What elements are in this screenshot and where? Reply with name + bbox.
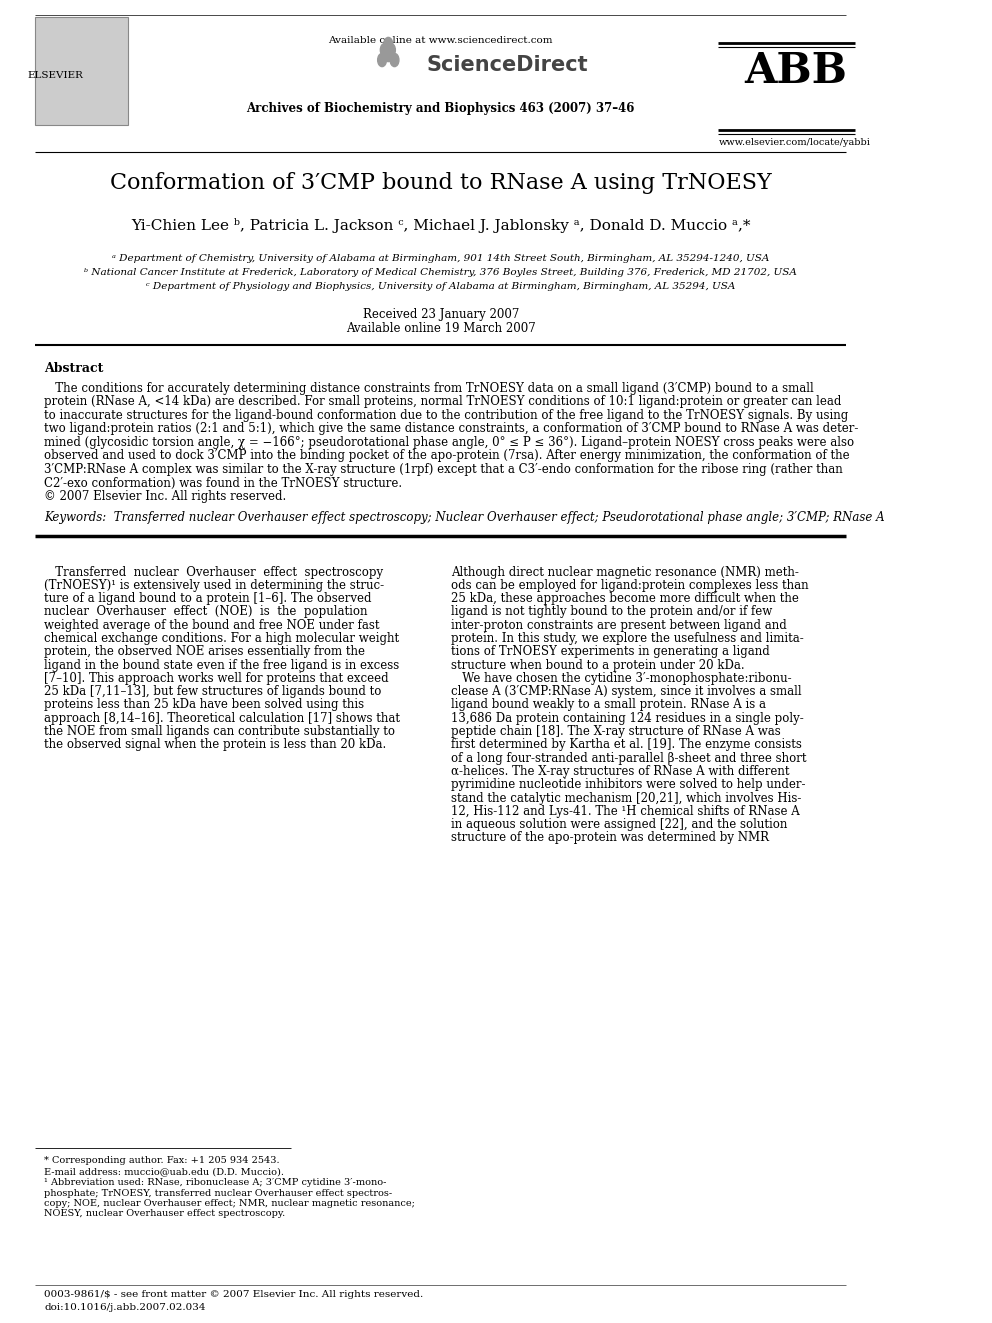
Text: Although direct nuclear magnetic resonance (NMR) meth-: Although direct nuclear magnetic resonan… [451, 565, 800, 578]
Text: ELSEVIER: ELSEVIER [27, 70, 83, 79]
Text: pyrimidine nucleotide inhibitors were solved to help under-: pyrimidine nucleotide inhibitors were so… [451, 778, 806, 791]
Circle shape [387, 44, 396, 57]
Text: 3′CMP:RNase A complex was similar to the X-ray structure (1rpf) except that a C3: 3′CMP:RNase A complex was similar to the… [45, 463, 843, 476]
FancyBboxPatch shape [36, 16, 128, 124]
Text: Archives of Biochemistry and Biophysics 463 (2007) 37–46: Archives of Biochemistry and Biophysics … [247, 102, 635, 115]
Text: doi:10.1016/j.abb.2007.02.034: doi:10.1016/j.abb.2007.02.034 [45, 1303, 206, 1312]
Text: E-mail address: muccio@uab.edu (D.D. Muccio).: E-mail address: muccio@uab.edu (D.D. Muc… [45, 1167, 285, 1176]
Text: ligand bound weakly to a small protein. RNase A is a: ligand bound weakly to a small protein. … [451, 699, 767, 712]
Text: protein, the observed NOE arises essentially from the: protein, the observed NOE arises essenti… [45, 646, 365, 659]
Text: nuclear  Overhauser  effect  (NOE)  is  the  population: nuclear Overhauser effect (NOE) is the p… [45, 606, 368, 618]
Text: Keywords:  Transferred nuclear Overhauser effect spectroscopy; Nuclear Overhause: Keywords: Transferred nuclear Overhauser… [45, 512, 885, 524]
Text: C2′-exo conformation) was found in the TrNOESY structure.: C2′-exo conformation) was found in the T… [45, 476, 403, 490]
Text: Available online at www.sciencedirect.com: Available online at www.sciencedirect.co… [328, 36, 553, 45]
Text: tions of TrNOESY experiments in generating a ligand: tions of TrNOESY experiments in generati… [451, 646, 770, 659]
Text: ᵇ National Cancer Institute at Frederick, Laboratory of Medical Chemistry, 376 B: ᵇ National Cancer Institute at Frederick… [84, 269, 798, 277]
Text: ABB: ABB [744, 50, 847, 93]
Text: ligand is not tightly bound to the protein and/or if few: ligand is not tightly bound to the prote… [451, 606, 773, 618]
Text: copy; NOE, nuclear Overhauser effect; NMR, nuclear magnetic resonance;: copy; NOE, nuclear Overhauser effect; NM… [45, 1199, 416, 1208]
Text: protein (RNase A, <14 kDa) are described. For small proteins, normal TrNOESY con: protein (RNase A, <14 kDa) are described… [45, 396, 842, 409]
Text: 12, His-112 and Lys-41. The ¹H chemical shifts of RNase A: 12, His-112 and Lys-41. The ¹H chemical … [451, 804, 801, 818]
Text: first determined by Kartha et al. [19]. The enzyme consists: first determined by Kartha et al. [19]. … [451, 738, 803, 751]
Text: * Corresponding author. Fax: +1 205 934 2543.: * Corresponding author. Fax: +1 205 934 … [45, 1156, 280, 1166]
Text: 25 kDa, these approaches become more difficult when the: 25 kDa, these approaches become more dif… [451, 593, 800, 605]
Text: α-helices. The X-ray structures of RNase A with different: α-helices. The X-ray structures of RNase… [451, 765, 790, 778]
Text: in aqueous solution were assigned [22], and the solution: in aqueous solution were assigned [22], … [451, 818, 788, 831]
Text: Available online 19 March 2007: Available online 19 March 2007 [346, 321, 536, 335]
Text: ᶜ Department of Physiology and Biophysics, University of Alabama at Birmingham, : ᶜ Department of Physiology and Biophysic… [146, 282, 735, 291]
Text: chemical exchange conditions. For a high molecular weight: chemical exchange conditions. For a high… [45, 632, 400, 646]
Text: Conformation of 3′CMP bound to RNase A using TrNOESY: Conformation of 3′CMP bound to RNase A u… [110, 172, 772, 194]
Text: ¹ Abbreviation used: RNase, ribonuclease A; 3′CMP cytidine 3′-mono-: ¹ Abbreviation used: RNase, ribonuclease… [45, 1177, 387, 1187]
Text: peptide chain [18]. The X-ray structure of RNase A was: peptide chain [18]. The X-ray structure … [451, 725, 781, 738]
Text: We have chosen the cytidine 3′-monophosphate:ribonu-: We have chosen the cytidine 3′-monophosp… [451, 672, 792, 685]
Text: inter-proton constraints are present between ligand and: inter-proton constraints are present bet… [451, 619, 787, 631]
Text: weighted average of the bound and free NOE under fast: weighted average of the bound and free N… [45, 619, 380, 631]
Text: Transferred  nuclear  Overhauser  effect  spectroscopy: Transferred nuclear Overhauser effect sp… [45, 565, 384, 578]
Text: stand the catalytic mechanism [20,21], which involves His-: stand the catalytic mechanism [20,21], w… [451, 791, 802, 804]
Text: the observed signal when the protein is less than 20 kDa.: the observed signal when the protein is … [45, 738, 387, 751]
Text: © 2007 Elsevier Inc. All rights reserved.: © 2007 Elsevier Inc. All rights reserved… [45, 490, 287, 503]
Text: ligand in the bound state even if the free ligand is in excess: ligand in the bound state even if the fr… [45, 659, 400, 672]
Text: of a long four-stranded anti-parallel β-sheet and three short: of a long four-stranded anti-parallel β-… [451, 751, 806, 765]
Text: the NOE from small ligands can contribute substantially to: the NOE from small ligands can contribut… [45, 725, 396, 738]
Circle shape [390, 53, 399, 66]
Text: 0003-9861/$ - see front matter © 2007 Elsevier Inc. All rights reserved.: 0003-9861/$ - see front matter © 2007 El… [45, 1290, 424, 1299]
Text: two ligand:protein ratios (2:1 and 5:1), which give the same distance constraint: two ligand:protein ratios (2:1 and 5:1),… [45, 422, 859, 435]
Text: clease A (3′CMP:RNase A) system, since it involves a small: clease A (3′CMP:RNase A) system, since i… [451, 685, 802, 699]
Text: Abstract: Abstract [45, 363, 104, 374]
Text: structure when bound to a protein under 20 kDa.: structure when bound to a protein under … [451, 659, 745, 672]
Text: proteins less than 25 kDa have been solved using this: proteins less than 25 kDa have been solv… [45, 699, 364, 712]
Text: (TrNOESY)¹ is extensively used in determining the struc-: (TrNOESY)¹ is extensively used in determ… [45, 578, 385, 591]
Circle shape [384, 49, 393, 62]
Text: ture of a ligand bound to a protein [1–6]. The observed: ture of a ligand bound to a protein [1–6… [45, 593, 372, 605]
Text: Yi-Chien Lee ᵇ, Patricia L. Jackson ᶜ, Michael J. Jablonsky ᵃ, Donald D. Muccio : Yi-Chien Lee ᵇ, Patricia L. Jackson ᶜ, M… [131, 218, 751, 233]
Text: protein. In this study, we explore the usefulness and limita-: protein. In this study, we explore the u… [451, 632, 805, 646]
Text: to inaccurate structures for the ligand-bound conformation due to the contributi: to inaccurate structures for the ligand-… [45, 409, 849, 422]
Text: structure of the apo-protein was determined by NMR: structure of the apo-protein was determi… [451, 831, 770, 844]
Text: 13,686 Da protein containing 124 residues in a single poly-: 13,686 Da protein containing 124 residue… [451, 712, 805, 725]
Text: [7–10]. This approach works well for proteins that exceed: [7–10]. This approach works well for pro… [45, 672, 389, 685]
Text: ᵃ Department of Chemistry, University of Alabama at Birmingham, 901 14th Street : ᵃ Department of Chemistry, University of… [112, 254, 770, 263]
Text: ods can be employed for ligand:protein complexes less than: ods can be employed for ligand:protein c… [451, 578, 809, 591]
Text: mined (glycosidic torsion angle, χ = −166°; pseudorotational phase angle, 0° ≤ P: mined (glycosidic torsion angle, χ = −16… [45, 437, 854, 448]
Circle shape [378, 53, 387, 66]
Text: approach [8,14–16]. Theoretical calculation [17] shows that: approach [8,14–16]. Theoretical calculat… [45, 712, 401, 725]
Text: ScienceDirect: ScienceDirect [427, 56, 588, 75]
Text: observed and used to dock 3′CMP into the binding pocket of the apo-protein (7rsa: observed and used to dock 3′CMP into the… [45, 450, 850, 463]
Text: The conditions for accurately determining distance constraints from TrNOESY data: The conditions for accurately determinin… [45, 382, 814, 396]
Text: www.elsevier.com/locate/yabbi: www.elsevier.com/locate/yabbi [719, 138, 871, 147]
Circle shape [384, 37, 393, 50]
Text: Received 23 January 2007: Received 23 January 2007 [362, 308, 519, 321]
Text: NOESY, nuclear Overhauser effect spectroscopy.: NOESY, nuclear Overhauser effect spectro… [45, 1209, 286, 1218]
Circle shape [380, 44, 389, 57]
Text: 25 kDa [7,11–13], but few structures of ligands bound to: 25 kDa [7,11–13], but few structures of … [45, 685, 382, 699]
Text: phosphate; TrNOESY, transferred nuclear Overhauser effect spectros-: phosphate; TrNOESY, transferred nuclear … [45, 1188, 393, 1197]
